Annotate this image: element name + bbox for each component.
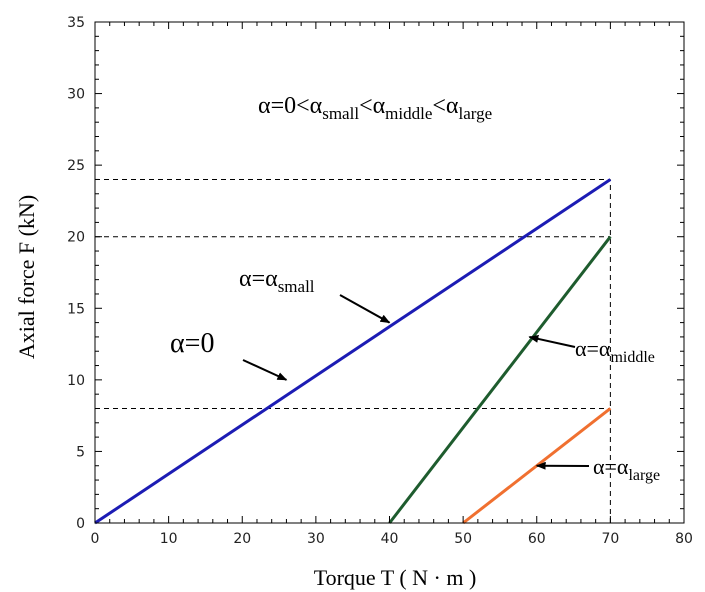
annotation-text-part: α=0 (170, 328, 214, 359)
x-tick-label: 80 (675, 531, 693, 547)
annotation-arrow (528, 334, 576, 348)
annotation-text-part: middle (385, 104, 432, 123)
y-tick-label: 10 (67, 373, 85, 389)
axis-ticks (94, 21, 685, 524)
annotation-arrow (242, 359, 288, 381)
annotations: α=0<αsmall<αmiddle<αlargeα=0α=αsmallα=αm… (170, 93, 660, 484)
annotation-text-part: small (278, 277, 315, 296)
y-tick-label: 20 (67, 230, 85, 246)
x-axis-label: Torque T ( N · m ) (314, 565, 477, 590)
annotation-alpha-small: α=αsmall (239, 266, 315, 296)
annotation-text-part: α=0<α (258, 93, 323, 119)
x-tick-label: 40 (381, 531, 399, 547)
annotation-text-part: <α (359, 93, 386, 119)
annotation-text-part: large (628, 467, 660, 484)
y-tick-label: 0 (76, 516, 85, 532)
series-line-2 (388, 235, 612, 524)
y-axis-label: Axial force F (kN) (14, 195, 39, 359)
annotation-text-part: <α (432, 93, 459, 119)
annotation-arrow (339, 294, 391, 324)
annotation-text-part: large (459, 104, 493, 123)
reference-lines (95, 178, 611, 523)
plot-frame (94, 21, 685, 524)
x-tick-label: 50 (454, 531, 472, 547)
x-tick-label: 20 (233, 531, 251, 547)
y-tick-label: 25 (67, 158, 85, 174)
annotation-alpha-large: α=αlarge (593, 454, 660, 484)
tick-labels: 0 10 20 30 40 50 60 70 80 0 5 10 15 20 25 30 35 (67, 15, 693, 547)
x-tick-label: 0 (91, 531, 100, 547)
annotation-header: α=0<αsmall<αmiddle<αlarge (258, 93, 492, 123)
y-tick-label: 30 (67, 87, 85, 103)
y-tick-label: 35 (67, 15, 85, 31)
x-tick-label: 60 (528, 531, 546, 547)
series-line-1 (94, 178, 612, 525)
annotation-alpha-middle: α=αmiddle (575, 336, 655, 366)
annotation-alpha-zero: α=0 (170, 328, 214, 359)
x-tick-label: 10 (160, 531, 178, 547)
annotation-text-part: α=α (575, 336, 611, 361)
y-tick-label: 5 (76, 444, 85, 460)
x-tick-label: 70 (601, 531, 619, 547)
annotation-text-part: α=α (239, 266, 278, 292)
annotation-text-part: α=α (593, 454, 629, 479)
y-tick-label: 15 (67, 301, 85, 317)
annotation-text-part: small (322, 104, 359, 123)
x-tick-label: 30 (307, 531, 325, 547)
annotation-text-part: middle (610, 349, 654, 366)
